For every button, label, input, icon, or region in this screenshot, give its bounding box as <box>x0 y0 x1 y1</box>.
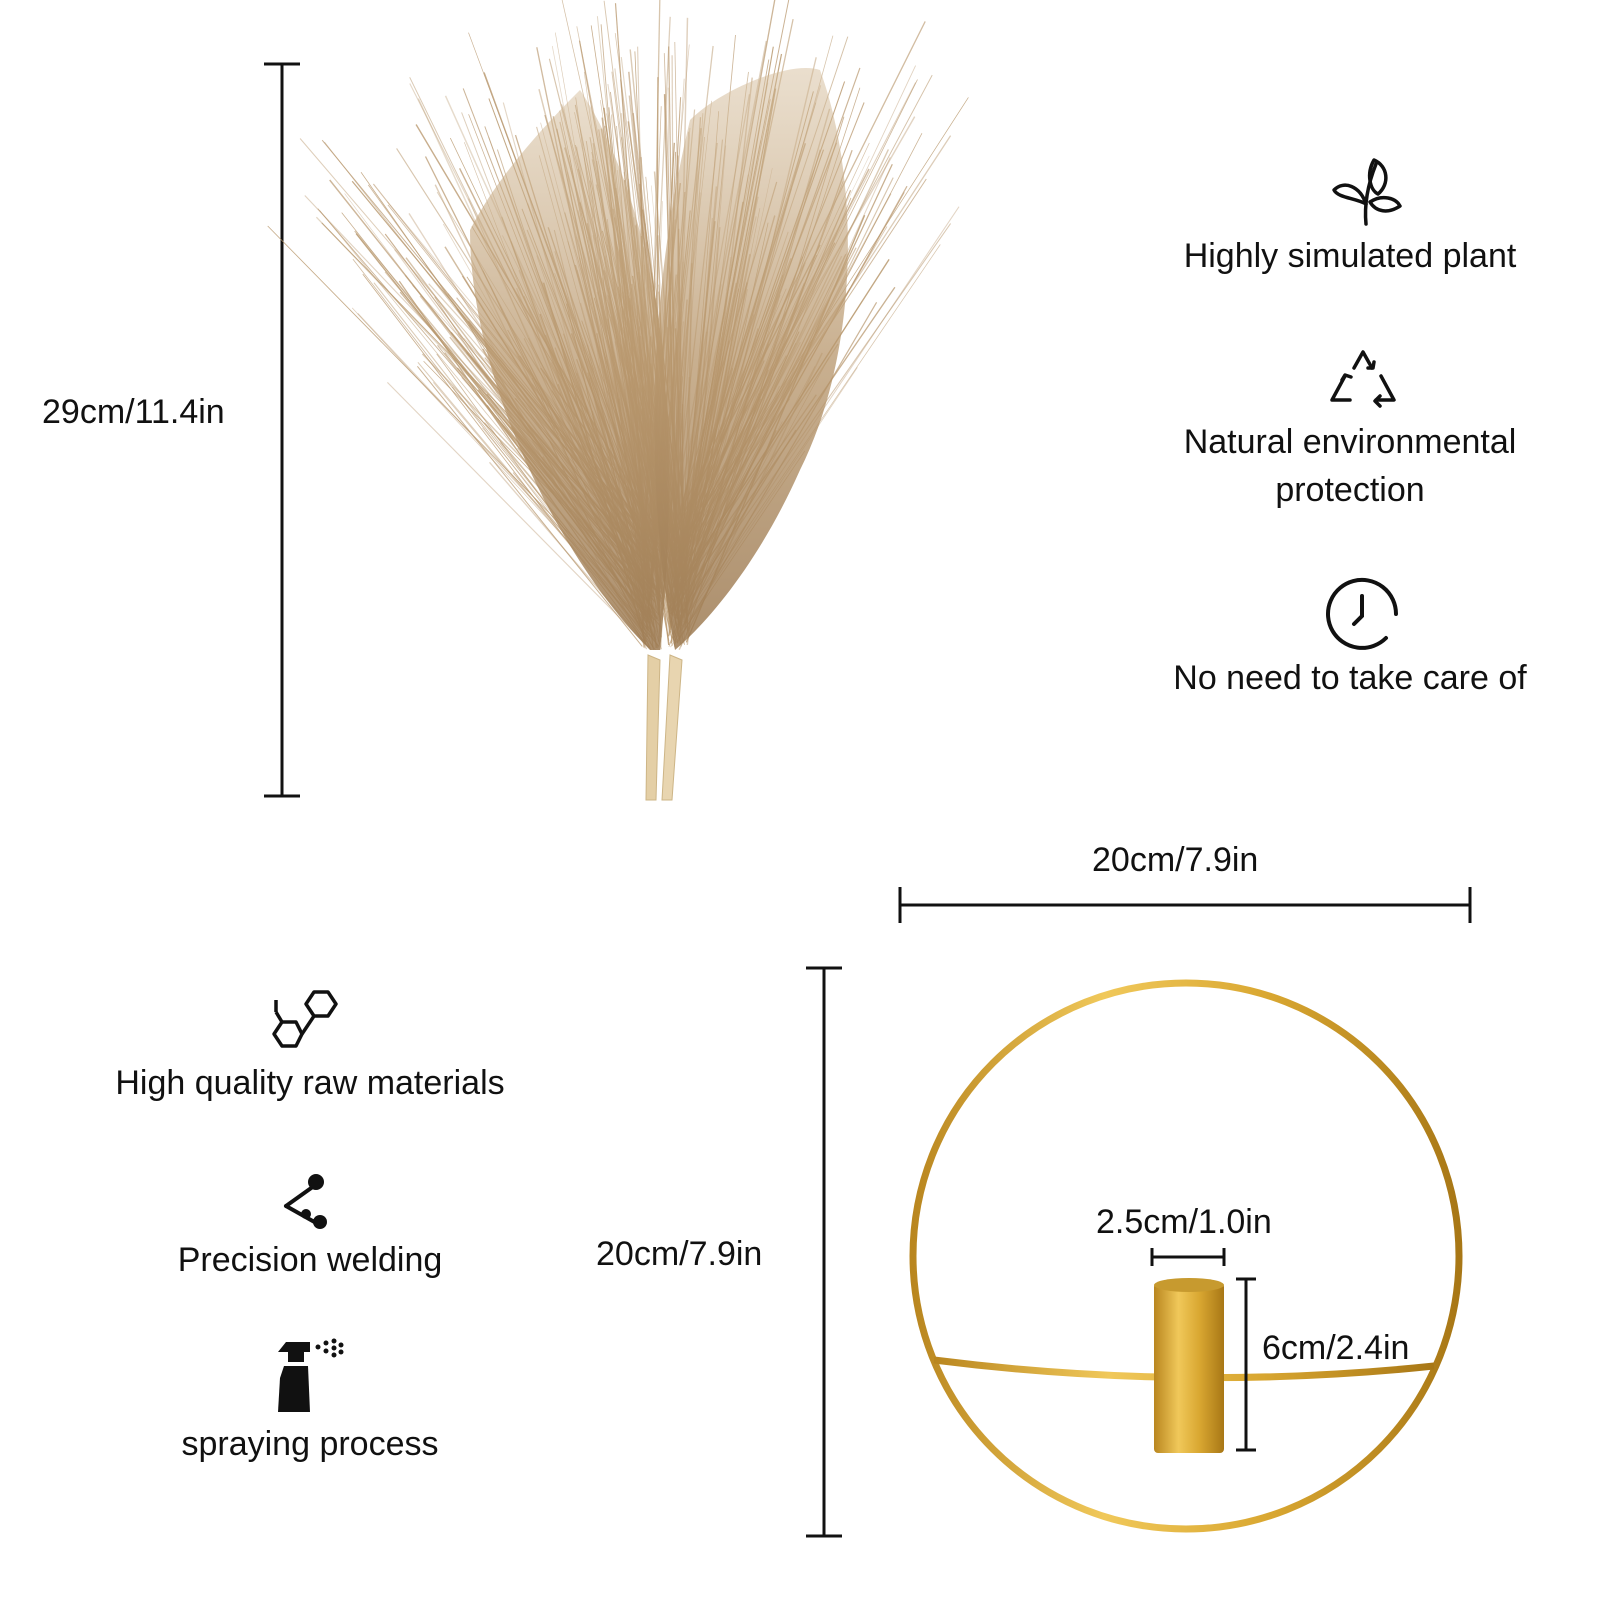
welding-icon <box>278 1172 338 1234</box>
leaf-icon <box>1330 154 1402 228</box>
recycle-icon <box>1326 346 1400 412</box>
holder-width-label: 20cm/7.9in <box>1092 841 1259 879</box>
holder-height-dimension-line <box>806 966 842 1538</box>
feature-eco-label-line1: Natural environmental <box>1183 423 1517 461</box>
feature-highly-simulated-label: Highly simulated plant <box>1183 237 1517 275</box>
cup-height-dimension-line <box>1236 1277 1256 1452</box>
holder-height-label: 20cm/7.9in <box>596 1235 763 1273</box>
feature-eco-label-line2: protection <box>1275 471 1425 509</box>
feature-spraying-label: spraying process <box>181 1425 439 1463</box>
feature-welding-label: Precision welding <box>177 1241 443 1279</box>
pampas-grass-plant <box>267 0 969 801</box>
feature-materials-label: High quality raw materials <box>115 1064 505 1102</box>
holder-width-dimension-line <box>898 887 1472 923</box>
cup-width-dimension-line <box>1150 1248 1226 1266</box>
feature-no-care-label: No need to take care of <box>1173 659 1527 697</box>
clock-icon <box>1324 576 1400 652</box>
gold-ring-candle-holder <box>909 979 1463 1533</box>
spray-bottle-icon <box>274 1338 344 1414</box>
hexagon-molecule-icon <box>270 984 340 1050</box>
cup-height-label: 6cm/2.4in <box>1262 1329 1410 1367</box>
plant-height-label: 29cm/11.4in <box>42 393 225 431</box>
plant-height-dimension-line <box>264 62 300 798</box>
cup-diameter-label: 2.5cm/1.0in <box>1096 1203 1272 1241</box>
